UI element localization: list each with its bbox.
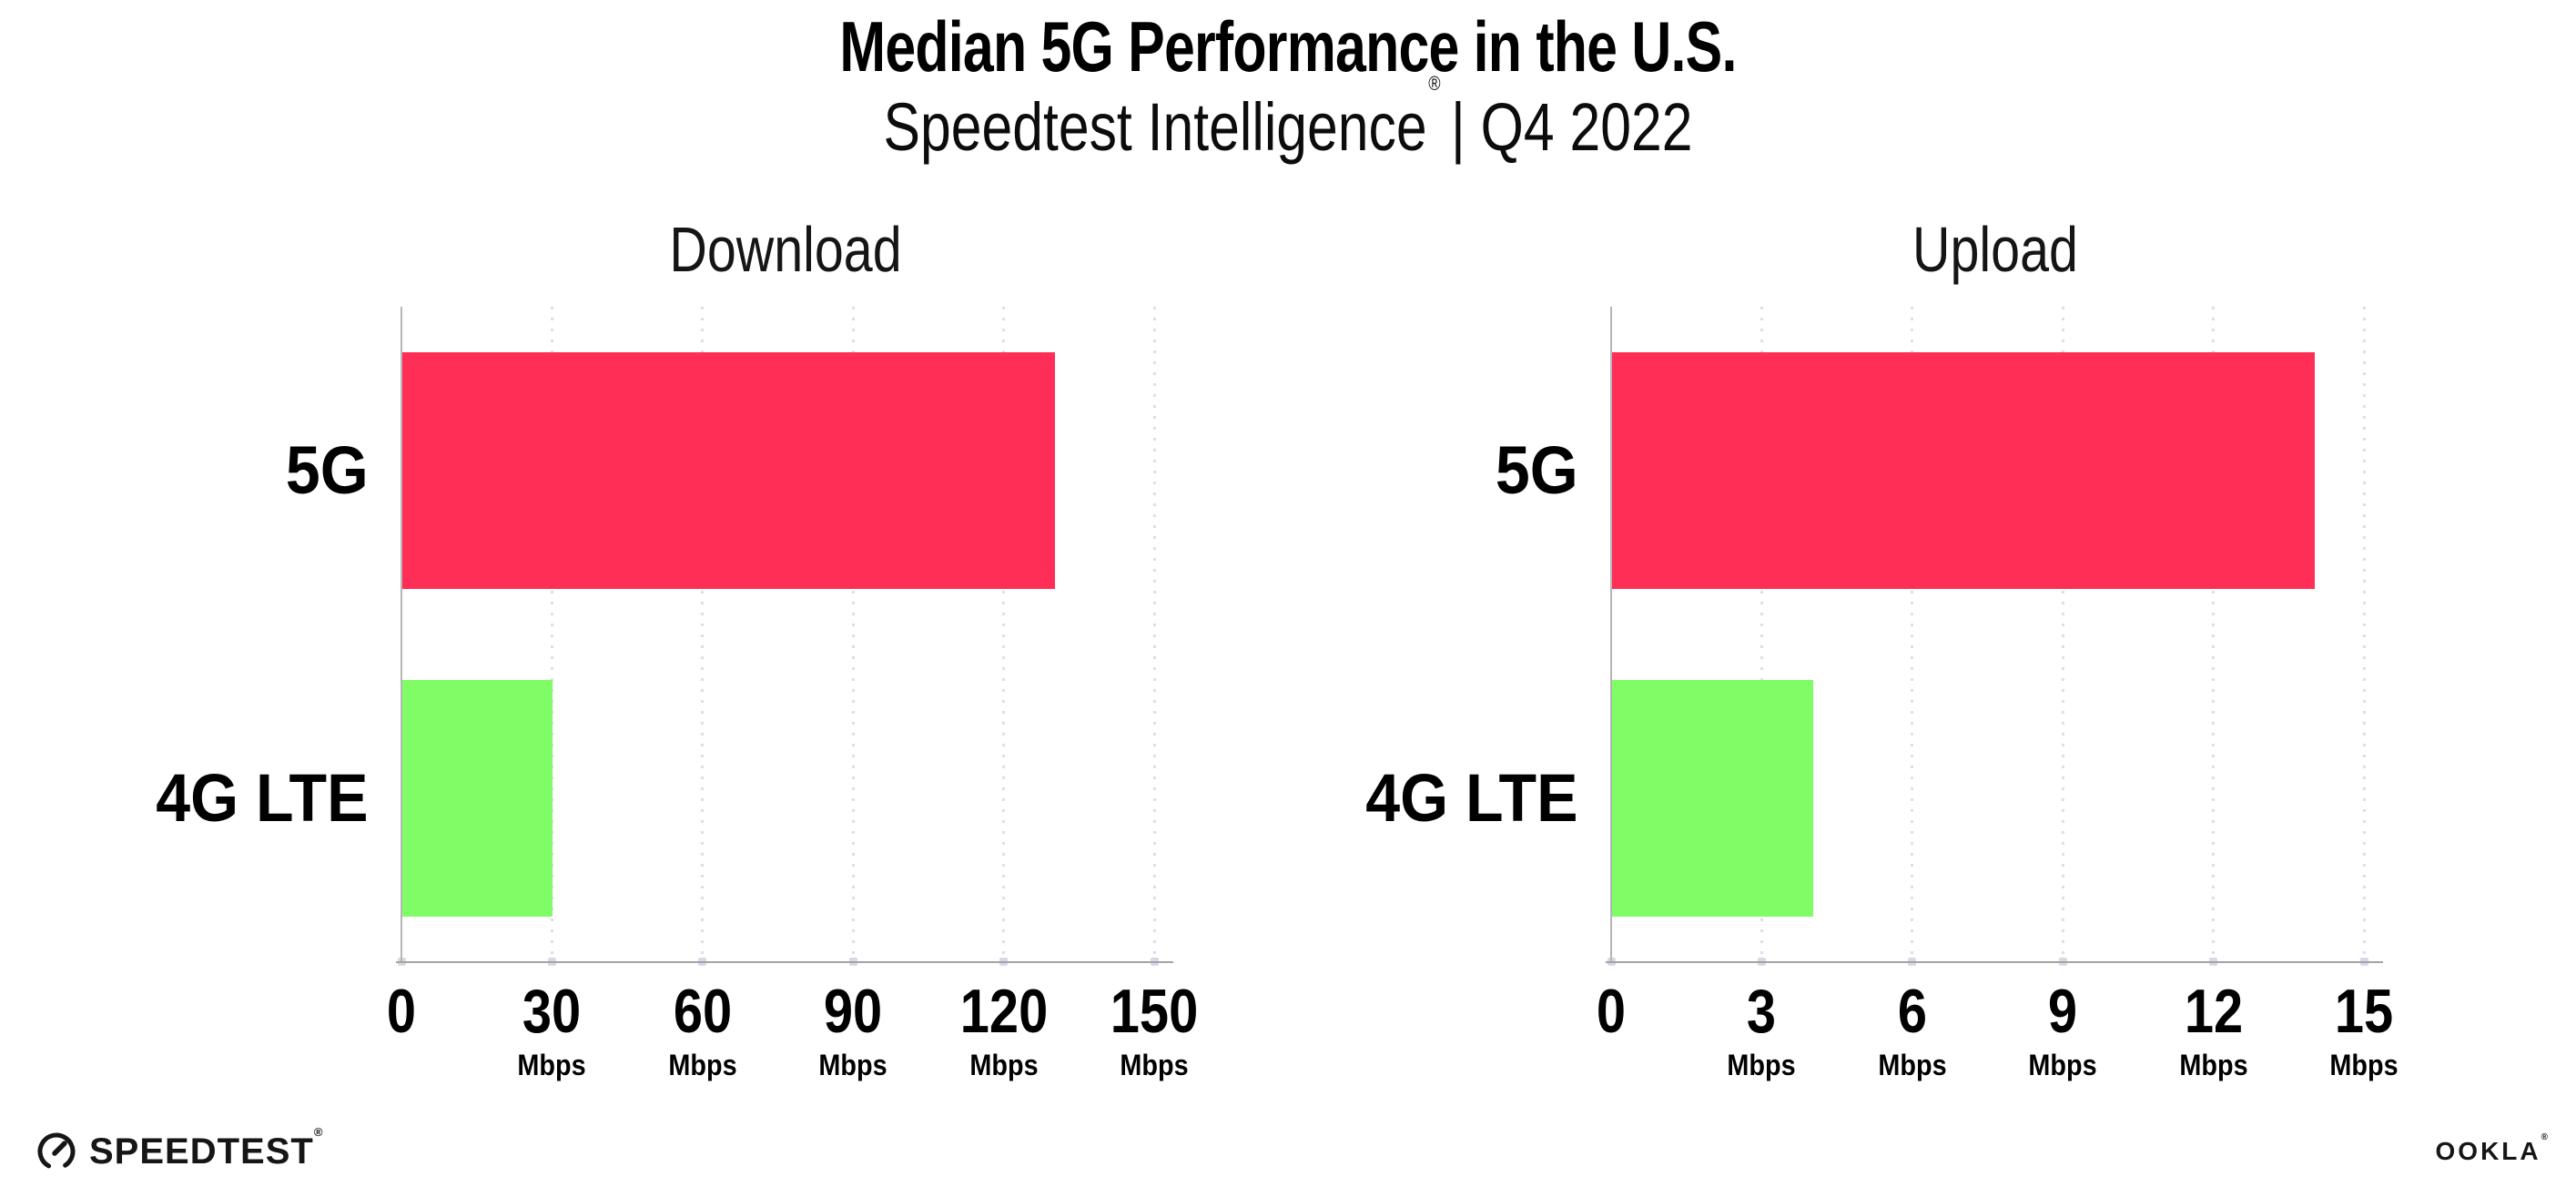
x-tick-label: 0	[1594, 980, 1628, 1042]
gridline	[701, 307, 705, 962]
speedtest-logo: SPEEDTEST®	[35, 1126, 323, 1173]
x-tick-unit: Mbps	[668, 1049, 737, 1081]
gridline	[851, 307, 855, 962]
x-tick-unit: Mbps	[2028, 1049, 2098, 1081]
x-tick-unit: Mbps	[1727, 1049, 1797, 1081]
x-tick-value: 9	[2048, 977, 2078, 1046]
page-subtitle: Speedtest Intelligence®| Q4 2022	[232, 74, 2345, 161]
gridline	[1760, 307, 1763, 962]
speedtest-gauge-icon	[35, 1130, 78, 1173]
x-tick-value: 0	[386, 977, 417, 1046]
chart-title-upload: Upload	[1912, 214, 2078, 285]
x-tick-label: 3 Mbps	[1724, 980, 1800, 1080]
x-tick-unit: Mbps	[2329, 1049, 2399, 1081]
gridline	[2061, 307, 2064, 962]
x-tick-value: 3	[1747, 977, 1777, 1046]
subtitle-period: | Q4 2022	[1451, 89, 1693, 165]
x-tick-label: 30 Mbps	[514, 980, 591, 1080]
x-tick-unit: Mbps	[517, 1049, 587, 1081]
x-tick-unit: Mbps	[2179, 1049, 2248, 1081]
x-tick-value: 90	[824, 977, 883, 1046]
page-title: Median 5G Performance in the U.S.	[839, 6, 1737, 86]
category-label-5g: 5G	[1496, 432, 1578, 508]
x-tick-label: 9 Mbps	[2025, 980, 2102, 1080]
ookla-logo: OOKLA®	[2435, 1132, 2551, 1165]
x-tick-unit: Mbps	[969, 1049, 1039, 1081]
chart-download: Download 0 30 Mbps 60 Mbps 90 Mbps 120 Mbps 150 Mb…	[157, 218, 1199, 1080]
category-label-5g: 5G	[286, 432, 369, 508]
bar-5g	[1612, 352, 2316, 589]
plot-area-download: 0 30 Mbps 60 Mbps 90 Mbps 120 Mbps 150 Mbps 5G 4G LT…	[157, 307, 1199, 1080]
x-tick-value: 12	[2184, 977, 2244, 1046]
category-label-4g-lte: 4G LTE	[156, 760, 369, 836]
gridline	[550, 307, 553, 962]
x-tick-unit: Mbps	[1878, 1049, 1947, 1081]
bar-4g-lte	[1612, 680, 1813, 917]
x-tick-value: 30	[522, 977, 582, 1046]
bar-4g-lte	[402, 680, 553, 917]
subtitle-brand: Speedtest Intelligence	[883, 89, 1427, 165]
gridline	[1002, 307, 1006, 962]
x-tick-unit: Mbps	[818, 1049, 888, 1081]
chart-upload: Upload 0 3 Mbps 6 Mbps 9 Mbps 12 Mbps 15 Mbps 5G 4G …	[1366, 218, 2399, 1080]
x-axis-line	[396, 961, 1173, 963]
gridline	[1152, 307, 1156, 962]
x-tick-label: 15 Mbps	[2327, 980, 2403, 1080]
x-tick-value: 60	[673, 977, 733, 1046]
chart-title-download: Download	[669, 214, 902, 285]
y-axis-line	[1610, 307, 1612, 962]
x-tick-value: 120	[959, 977, 1049, 1046]
plot-area-upload: 0 3 Mbps 6 Mbps 9 Mbps 12 Mbps 15 Mbps 5G 4G LTE	[1366, 307, 2399, 1080]
category-label-4g-lte: 4G LTE	[1365, 760, 1578, 836]
speedtest-wordmark: SPEEDTEST®	[89, 1126, 323, 1172]
x-tick-label: 60 Mbps	[664, 980, 741, 1080]
x-tick-value: 150	[1111, 977, 1199, 1046]
x-tick-value: 15	[2335, 977, 2394, 1046]
registered-trademark-icon: ®	[2541, 1131, 2551, 1142]
x-tick-label: 0	[384, 980, 419, 1042]
ookla-wordmark-text: OOKLA	[2435, 1137, 2541, 1165]
registered-trademark-icon: ®	[1428, 72, 1441, 96]
x-tick-value: 0	[1596, 977, 1627, 1046]
gridline	[2362, 307, 2366, 962]
x-tick-label: 120 Mbps	[952, 980, 1055, 1080]
x-tick-label: 150 Mbps	[1103, 980, 1206, 1080]
x-tick-label: 6 Mbps	[1874, 980, 1951, 1080]
x-tick-label: 90 Mbps	[816, 980, 892, 1080]
x-tick-label: 12 Mbps	[2175, 980, 2252, 1080]
registered-trademark-icon: ®	[313, 1124, 324, 1139]
gridline	[2212, 307, 2216, 962]
gridline	[1911, 307, 1914, 962]
y-axis-line	[401, 307, 402, 962]
x-tick-unit: Mbps	[1120, 1049, 1190, 1081]
x-axis-line	[1606, 961, 2383, 963]
x-tick-value: 6	[1897, 977, 1928, 1046]
speedtest-wordmark-text: SPEEDTEST	[89, 1131, 314, 1172]
bar-5g	[402, 352, 1056, 589]
